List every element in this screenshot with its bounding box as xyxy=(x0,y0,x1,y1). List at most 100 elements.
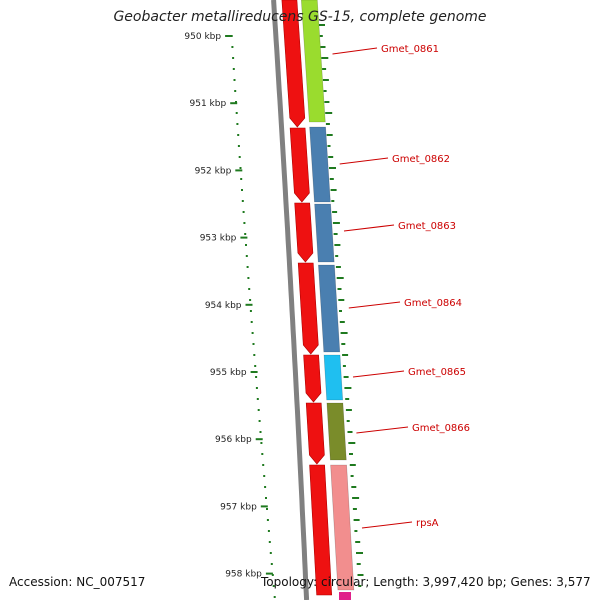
scale-label: 952 kbp xyxy=(195,166,232,176)
ruler-dot xyxy=(268,541,271,543)
gc-tick xyxy=(322,79,329,81)
ruler-dot xyxy=(245,244,247,246)
gc-tick xyxy=(335,255,339,257)
ruler-dot xyxy=(232,57,235,59)
gc-tick xyxy=(351,486,357,488)
backbone-arc xyxy=(271,0,310,600)
gene-feature[interactable] xyxy=(318,264,341,353)
gc-tick xyxy=(336,277,344,279)
gc-tick xyxy=(332,222,340,224)
ruler-dot xyxy=(232,68,235,70)
gc-tick xyxy=(319,35,323,37)
gc-tick xyxy=(332,211,338,213)
ruler-dot xyxy=(247,277,250,279)
scale-label: 950 kbp xyxy=(184,32,221,42)
gene-feature[interactable] xyxy=(314,203,335,263)
ruler-dot xyxy=(271,574,274,576)
ruler-major-tick xyxy=(260,505,268,508)
gc-tick xyxy=(356,552,363,554)
ruler-dot xyxy=(261,453,264,455)
ruler-dot xyxy=(266,519,269,521)
reverse-strand-feature xyxy=(305,402,325,465)
gene-label-leader xyxy=(356,426,409,434)
ruler-dot xyxy=(252,343,255,345)
gc-tick xyxy=(323,90,327,92)
gc-tick xyxy=(348,442,356,444)
ruler-dot xyxy=(249,299,252,301)
gc-tick xyxy=(352,508,357,510)
ruler-dot xyxy=(235,101,237,103)
gene-label[interactable]: Gmet_0865 xyxy=(408,367,466,378)
scale-label: 955 kbp xyxy=(210,368,247,378)
gc-tick xyxy=(342,365,346,367)
gene-feature[interactable] xyxy=(309,126,331,203)
gc-tick xyxy=(349,453,353,455)
ruler-dot xyxy=(240,178,243,180)
ruler-dot xyxy=(243,222,246,224)
ruler-dot xyxy=(257,409,260,411)
reverse-strand-feature xyxy=(281,0,306,128)
gene-label-leader xyxy=(332,47,378,55)
ruler-dot xyxy=(245,255,248,257)
ruler-dot xyxy=(241,189,243,191)
ruler-dot xyxy=(266,508,268,510)
ruler-dot xyxy=(236,123,239,125)
ruler-major-tick xyxy=(245,303,253,306)
ruler-dot xyxy=(233,79,236,81)
gc-tick xyxy=(320,46,326,48)
gc-tick xyxy=(345,409,352,411)
accession-label: Accession: NC_007517 xyxy=(9,575,146,589)
ruler-dot xyxy=(249,310,252,312)
gc-tick xyxy=(357,574,364,576)
gc-tick xyxy=(338,299,345,301)
gene-label-leader xyxy=(343,224,395,232)
gene-feature[interactable] xyxy=(326,402,347,461)
ruler-dot xyxy=(272,585,275,587)
gc-tick xyxy=(341,343,346,345)
ruler-dot xyxy=(241,200,244,202)
gc-tick xyxy=(358,585,362,587)
ruler-major-tick xyxy=(230,102,238,105)
ruler-dot xyxy=(255,387,258,389)
ruler-dot xyxy=(256,398,259,400)
gene-label[interactable]: Gmet_0866 xyxy=(412,423,470,434)
ruler-dot xyxy=(265,497,267,499)
gc-tick xyxy=(350,475,354,477)
ruler-major-tick xyxy=(225,35,233,37)
gene-label[interactable]: Gmet_0862 xyxy=(392,154,450,165)
gc-tick xyxy=(327,145,331,147)
gc-tick xyxy=(347,431,353,433)
ruler-dot xyxy=(250,321,253,323)
gc-tick xyxy=(325,112,333,114)
gc-tick xyxy=(328,156,334,158)
gc-tick xyxy=(325,123,330,125)
gene-feature[interactable] xyxy=(300,0,326,123)
ruler-dot xyxy=(242,211,245,213)
gc-tick xyxy=(334,244,341,246)
gene-label[interactable]: Gmet_0864 xyxy=(404,298,462,309)
gc-tick xyxy=(343,376,349,378)
gene-label-leader xyxy=(339,157,389,165)
ruler-dot xyxy=(263,475,266,477)
gene-label[interactable]: Gmet_0861 xyxy=(381,44,439,55)
gc-tick xyxy=(354,530,358,532)
gene-feature[interactable] xyxy=(323,354,344,401)
ruler-dot xyxy=(255,376,258,378)
gene-label[interactable]: Gmet_0863 xyxy=(398,221,456,232)
ruler-dot xyxy=(270,563,273,565)
gene-label[interactable]: rpsA xyxy=(416,518,439,529)
ruler-major-tick xyxy=(265,572,273,575)
ruler-dot xyxy=(251,332,254,334)
gc-tick xyxy=(353,519,360,521)
ruler-major-tick xyxy=(240,236,248,239)
ruler-dot xyxy=(254,365,257,367)
gene-feature[interactable] xyxy=(330,464,355,591)
ruler-dot xyxy=(273,596,276,598)
ruler-dot xyxy=(237,134,240,136)
ruler-dot xyxy=(264,486,267,488)
reverse-strand-feature xyxy=(294,202,314,263)
gc-tick xyxy=(326,134,333,136)
gc-tick xyxy=(344,387,352,389)
ruler-major-tick xyxy=(250,371,258,373)
